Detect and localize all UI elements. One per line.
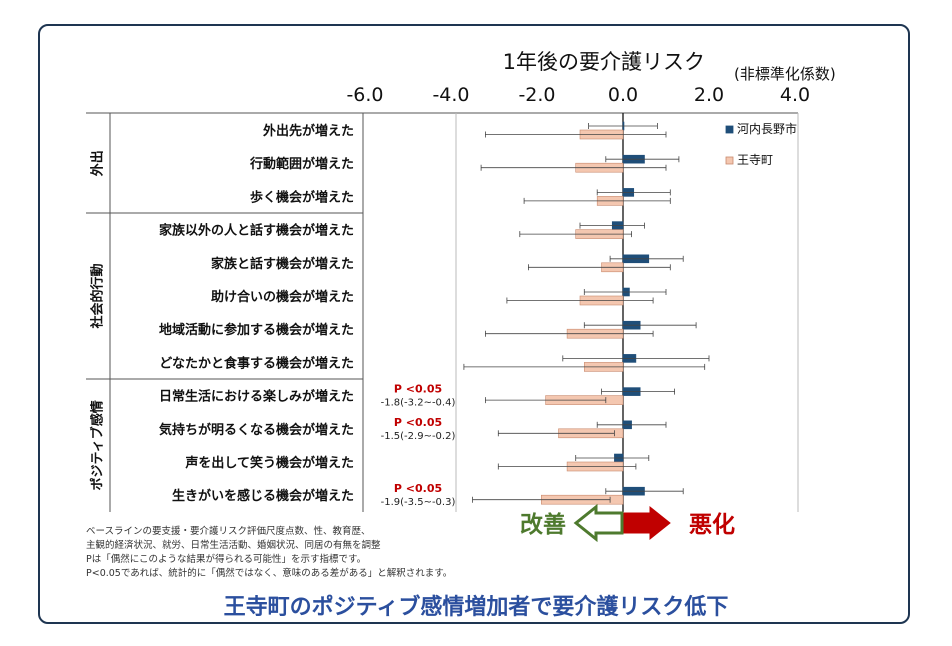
row-label: 歩く機会が増えた	[250, 189, 354, 205]
x-tick-label: -4.0	[432, 84, 469, 106]
group-label: 外出	[90, 150, 106, 177]
row-label: 家族と話す機会が増えた	[211, 256, 354, 272]
legend-swatch	[725, 156, 734, 165]
group-label: 社会的行動	[90, 263, 106, 329]
x-axis: -6.0 -4.0 -2.0 0.0 2.0 4.0	[346, 84, 810, 106]
notes: ベースラインの要支援・要介護リスク評価尺度点数、性、教育歴、 主観的経済状況、就…	[86, 525, 452, 579]
p-value: P <0.05	[394, 416, 442, 429]
row-label: 日常生活における楽しみが増えた	[159, 389, 354, 405]
annotations: P <0.05 -1.8(-3.2~-0.4) P <0.05 -1.5(-2.9~-…	[381, 383, 456, 509]
chart-title-unit: (非標準化係数)	[734, 65, 836, 83]
slide-frame	[38, 24, 910, 624]
legend-label: 河内長野市	[737, 121, 797, 136]
row-label: 声を出して笑う機会が増えた	[184, 455, 354, 471]
row-labels: 外出先が増えた行動範囲が増えた歩く機会が増えた家族以外の人と話す機会が増えた家族…	[159, 123, 354, 504]
direction-arrows: 改善 悪化	[520, 503, 735, 543]
row-label: 地域活動に参加する機会が増えた	[159, 322, 354, 338]
x-tick-label: -2.0	[518, 84, 555, 106]
row-label: 気持ちが明るくなる機会が増えた	[159, 422, 354, 438]
note-line: 主観的経済状況、就労、日常生活活動、婚姻状況、同居の有無を調整	[86, 539, 381, 551]
x-tick-label: 0.0	[608, 84, 638, 106]
x-tick-label: 2.0	[694, 84, 724, 106]
x-tick-label: -6.0	[346, 84, 383, 106]
note-line: ベースラインの要支援・要介護リスク評価尺度点数、性、教育歴、	[86, 525, 371, 537]
p-value: P <0.05	[394, 383, 442, 396]
headline: 王寺町のポジティブ感情増加者で要介護リスク低下	[224, 594, 729, 620]
bars	[463, 121, 710, 505]
row-label: 行動範囲が増えた	[249, 156, 354, 172]
worsen-label: 悪化	[689, 511, 735, 538]
improve-arrow	[573, 503, 624, 543]
ci-value: -1.9(-3.5~-0.3)	[381, 497, 456, 508]
ci-value: -1.8(-3.2~-0.4)	[381, 398, 456, 409]
grid	[86, 112, 799, 512]
legend-label: 王寺町	[737, 153, 773, 167]
note-line: Pは「偶然にこのような結果が得られる可能性」を示す指標です。	[86, 553, 366, 565]
row-label: 家族以外の人と話す機会が増えた	[159, 223, 354, 239]
worsen-arrow	[623, 505, 671, 541]
row-label: どなたかと食事する機会が増えた	[159, 355, 354, 371]
chart-title: 1年後の要介護リスク	[503, 50, 705, 74]
row-label: 外出先が増えた	[262, 123, 354, 139]
ci-value: -1.5(-2.9~-0.2)	[381, 431, 456, 442]
p-value: P <0.05	[394, 482, 442, 495]
legend-swatch	[725, 125, 734, 134]
improve-label: 改善	[520, 511, 566, 538]
row-label: 助け合いの機会が増えた	[211, 289, 354, 305]
group-label: ポジティブ感情	[90, 400, 106, 490]
note-line: P<0.05であれば、統計的に「偶然ではなく、意味のある差がある」と解釈されます…	[86, 567, 452, 579]
row-label: 生きがいを感じる機会が増えた	[172, 488, 354, 504]
x-tick-label: 4.0	[780, 84, 810, 106]
